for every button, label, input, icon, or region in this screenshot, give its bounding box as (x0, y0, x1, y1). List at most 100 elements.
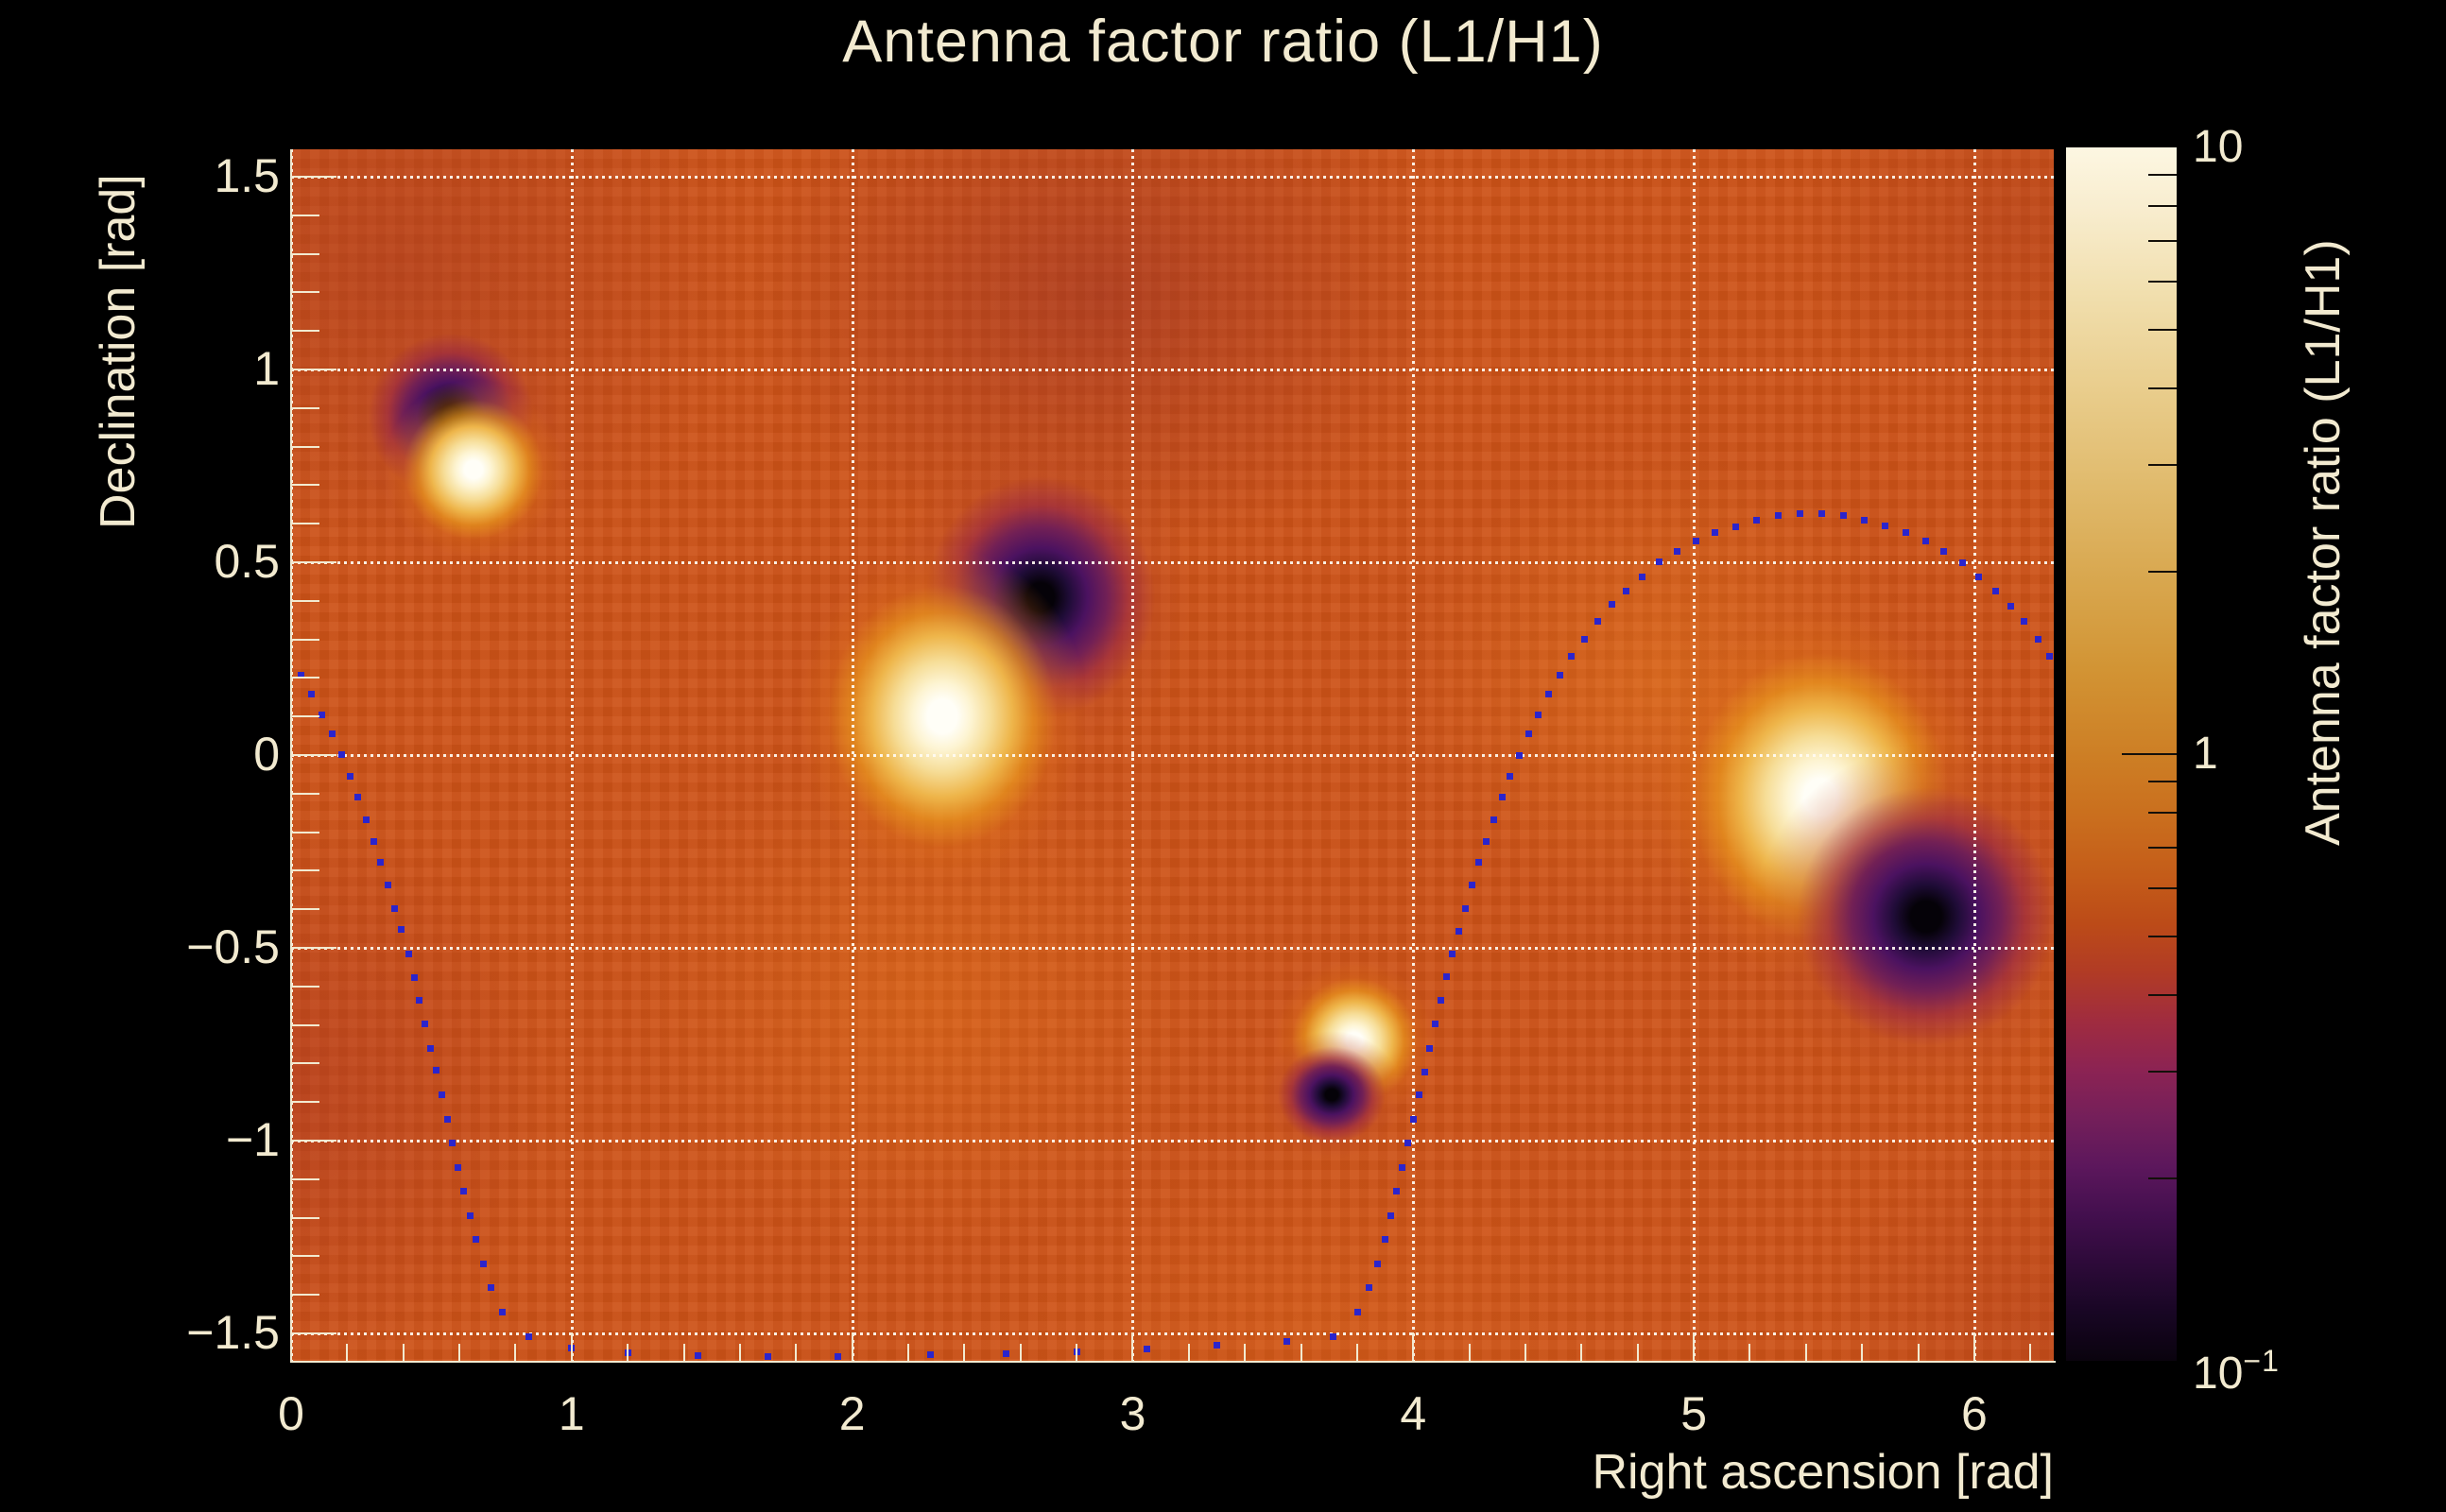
y-axis-line (290, 149, 292, 1363)
track-point (1432, 1021, 1439, 1028)
x-minor-tick (1244, 1344, 1247, 1361)
y-minor-tick (291, 715, 319, 718)
track-point (2007, 602, 2015, 610)
y-minor-tick (291, 330, 319, 333)
y-minor-tick (291, 599, 319, 602)
track-point (433, 1067, 440, 1074)
track-point (1468, 882, 1475, 889)
colorbar-title: Antenna factor ratio (L1/H1) (2296, 239, 2351, 846)
track-point (1421, 1068, 1428, 1075)
y-major-tick (291, 175, 336, 178)
y-minor-tick (291, 1023, 319, 1026)
track-point (1387, 1211, 1395, 1219)
track-point (391, 904, 399, 912)
x-major-tick (1693, 1332, 1696, 1361)
track-point (479, 1260, 487, 1267)
track-point (1462, 904, 1469, 912)
track-point (1594, 618, 1602, 626)
track-point (439, 1091, 446, 1099)
gridline-horizontal (291, 368, 2054, 371)
gridline-horizontal (291, 560, 2054, 564)
x-minor-tick (627, 1344, 629, 1361)
x-minor-tick (1187, 1344, 1190, 1361)
track-point (449, 1140, 456, 1147)
track-point (2020, 618, 2027, 626)
track-point (1861, 516, 1869, 524)
sky-track-dots (291, 149, 2054, 1361)
track-point (1443, 972, 1451, 980)
x-minor-tick (963, 1344, 966, 1361)
heatmap-plot (291, 149, 2054, 1361)
gridline-horizontal (291, 175, 2054, 179)
y-tick-label: 1.5 (214, 148, 280, 202)
colorbar-label: 1 (2193, 729, 2218, 779)
x-minor-tick (682, 1344, 685, 1361)
track-point (1498, 794, 1506, 801)
track-point (410, 973, 418, 981)
heatmap-field-shading (291, 149, 2054, 1361)
track-point (1515, 751, 1523, 759)
hotspot-minimum (1261, 1030, 1404, 1159)
y-minor-tick (291, 406, 319, 409)
x-minor-tick (346, 1344, 349, 1361)
track-point (1840, 512, 1848, 520)
track-point (835, 1353, 842, 1361)
y-major-tick (291, 947, 336, 950)
gridline-horizontal (291, 947, 2054, 951)
track-point (2035, 635, 2042, 643)
track-point (370, 837, 378, 845)
y-minor-tick (291, 677, 319, 679)
colorbar-minor-tick (2148, 781, 2177, 783)
track-point (1506, 772, 1513, 780)
track-point (466, 1211, 474, 1219)
track-point (1482, 837, 1490, 845)
colorbar-label: 10−1 (2193, 1344, 2280, 1399)
track-point (525, 1332, 532, 1340)
track-point (1674, 548, 1681, 556)
track-point (297, 672, 304, 679)
track-point (1656, 558, 1663, 566)
track-point (385, 882, 392, 889)
colorbar-label-exponent: −1 (2243, 1344, 2280, 1378)
track-point (1438, 997, 1445, 1005)
y-minor-tick (291, 214, 319, 216)
x-major-tick (1412, 1332, 1415, 1361)
colorbar-minor-tick (2148, 887, 2177, 890)
track-point (422, 1021, 429, 1028)
track-point (1393, 1187, 1401, 1194)
track-point (1535, 711, 1542, 718)
colorbar-minor-tick (2148, 205, 2177, 208)
x-major-tick (1131, 1332, 1134, 1361)
y-minor-tick (291, 1062, 319, 1065)
track-point (927, 1351, 935, 1359)
track-point (460, 1187, 468, 1194)
gridline-horizontal (291, 1140, 2054, 1143)
track-point (354, 794, 362, 801)
y-minor-tick (291, 1177, 319, 1180)
x-minor-tick (1300, 1344, 1302, 1361)
colorbar-minor-tick (2148, 1070, 2177, 1073)
track-point (308, 691, 316, 698)
x-minor-tick (907, 1344, 909, 1361)
y-minor-tick (291, 985, 319, 988)
x-minor-tick (1019, 1344, 1022, 1361)
colorbar-minor-tick (2148, 847, 2177, 850)
x-minor-tick (1076, 1344, 1078, 1361)
track-point (1557, 672, 1564, 679)
hotspot-maximum (795, 547, 1089, 885)
y-minor-tick (291, 523, 319, 525)
y-minor-tick (291, 1216, 319, 1219)
track-point (1623, 587, 1630, 594)
track-point (1366, 1284, 1373, 1292)
x-minor-tick (1861, 1344, 1864, 1361)
track-point (1608, 601, 1615, 609)
x-tick-label: 6 (1961, 1387, 1988, 1440)
x-minor-tick (1468, 1344, 1471, 1361)
track-point (1545, 691, 1553, 698)
track-point (1991, 587, 1999, 594)
y-major-tick (291, 368, 336, 370)
colorbar-minor-tick (2148, 240, 2177, 243)
track-point (1732, 523, 1740, 530)
track-point (1692, 538, 1699, 545)
